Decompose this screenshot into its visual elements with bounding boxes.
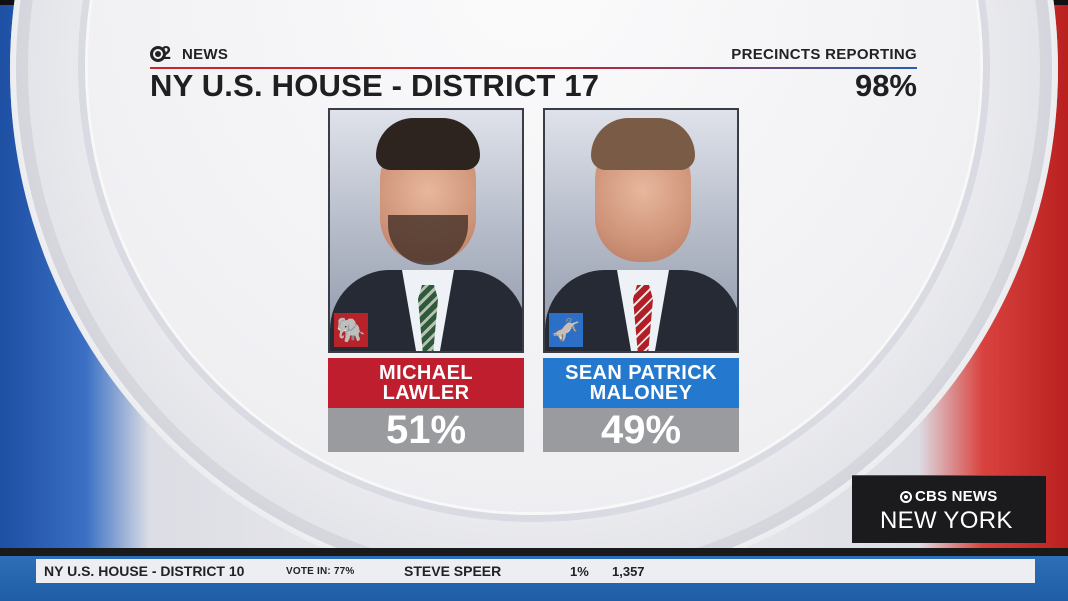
candidate-photo: 🐘 [328, 108, 524, 353]
precincts-value: 98% [854, 68, 917, 103]
candidate-card-lawler: 🐘 MICHAEL LAWLER 51% [328, 108, 524, 452]
candidate-name-bar: SEAN PATRICK MALONEY [543, 358, 739, 408]
ticker-vote-in: VOTE IN: 77% [286, 565, 355, 577]
station-name: NEWS [182, 45, 229, 63]
header-rule [150, 67, 917, 69]
cbs2-logo-icon: 2 [150, 43, 172, 63]
race-title: NY U.S. HOUSE - DISTRICT 17 [150, 68, 600, 103]
democratic-donkey-icon: 🫏 [549, 313, 583, 347]
ticker-percent: 1% [570, 563, 589, 579]
ticker-votes: 1,357 [612, 563, 645, 579]
candidate-name-bar: MICHAEL LAWLER [328, 358, 524, 408]
station-brand: 2 NEWS [150, 43, 229, 63]
network-city: NEW YORK [880, 507, 1013, 534]
network-name: CBS NEWS [900, 488, 997, 505]
candidate-photo: 🫏 [543, 108, 739, 353]
cbs-eye-icon [900, 490, 912, 503]
ticker-panel: NY U.S. HOUSE - DISTRICT 10 VOTE IN: 77%… [36, 559, 1035, 583]
republican-elephant-icon: 🐘 [334, 313, 368, 347]
candidate-card-maloney: 🫏 SEAN PATRICK MALONEY 49% [543, 108, 739, 452]
candidate-last-name: LAWLER [382, 382, 470, 404]
precincts-label: PRECINCTS REPORTING [731, 46, 917, 63]
candidate-percent: 49% [543, 408, 739, 452]
ticker-race: NY U.S. HOUSE - DISTRICT 10 [44, 563, 245, 579]
candidate-percent: 51% [328, 408, 524, 452]
candidate-last-name: MALONEY [589, 382, 693, 404]
candidate-first-name: SEAN PATRICK [565, 362, 717, 384]
results-ticker: NY U.S. HOUSE - DISTRICT 10 VOTE IN: 77%… [0, 556, 1068, 601]
results-graphic: 2 NEWS PRECINCTS REPORTING NY U.S. HOUSE… [0, 0, 1068, 548]
ticker-candidate: STEVE SPEER [404, 563, 502, 579]
candidate-first-name: MICHAEL [379, 362, 473, 384]
network-bug: CBS NEWS NEW YORK [852, 475, 1046, 543]
